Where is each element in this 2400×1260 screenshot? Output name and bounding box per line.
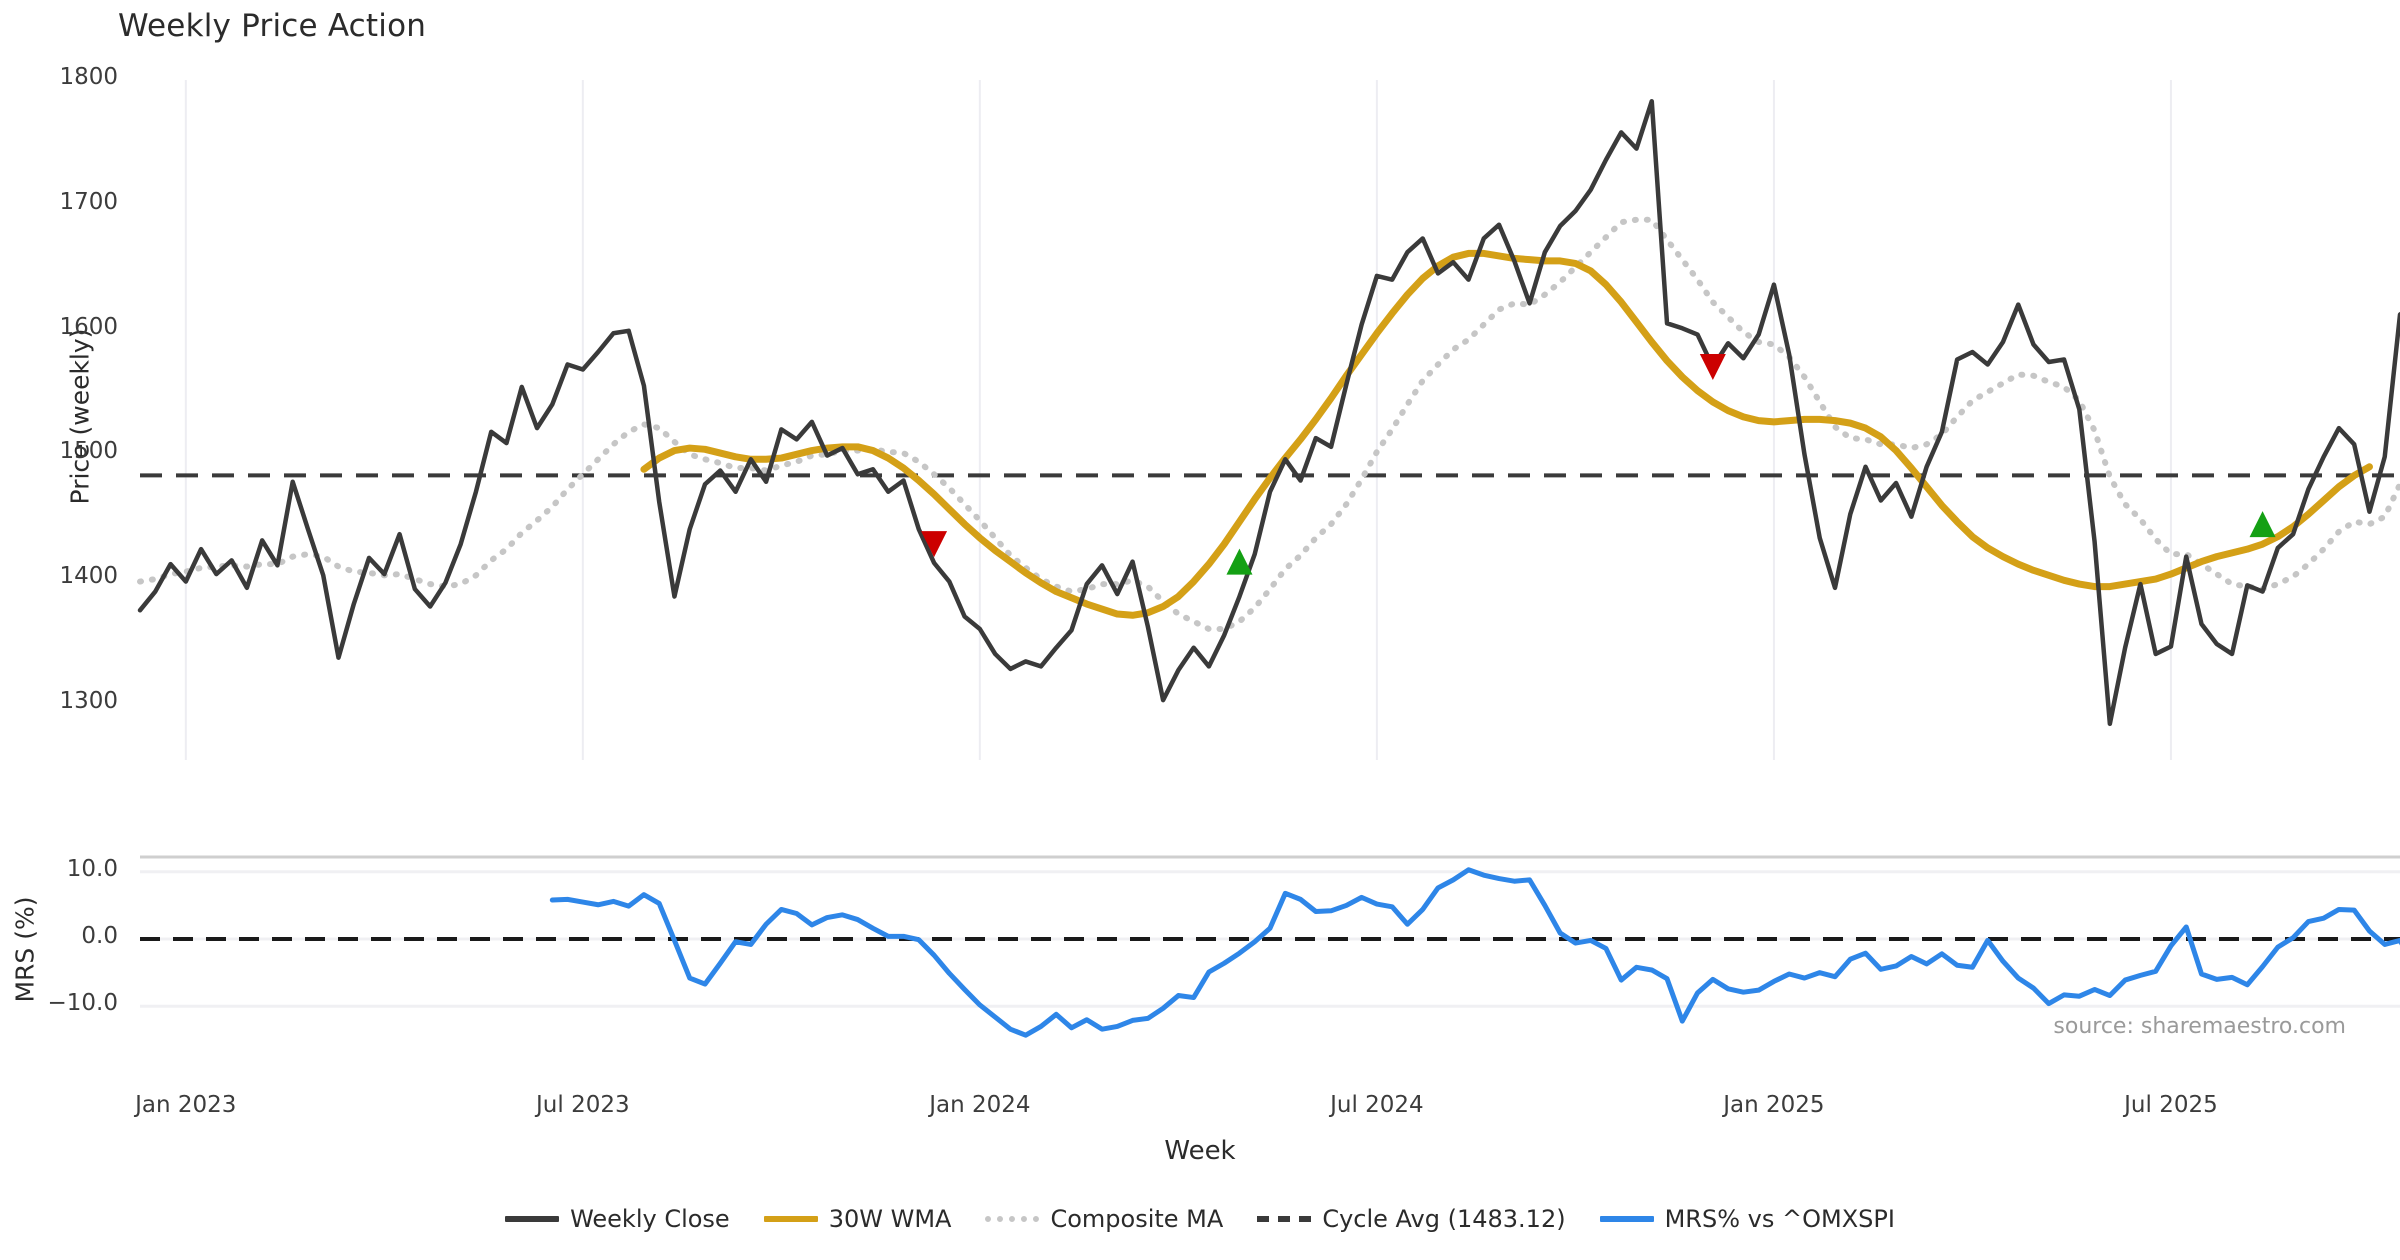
- mrs-y-tick: 0.0: [81, 923, 118, 950]
- price-series-weekly-close: [137, 98, 2400, 727]
- x-tick: Jul 2024: [1330, 1092, 1424, 1118]
- price-y-tick: 1700: [59, 188, 118, 215]
- mrs-plot-area: [140, 855, 2400, 1050]
- legend-item-mrs-pct[interactable]: MRS% vs ^OMXSPI: [1599, 1205, 1895, 1233]
- x-tick: Jan 2023: [135, 1092, 237, 1118]
- price-y-tick: 1300: [59, 687, 118, 714]
- legend-item-weekly-close[interactable]: Weekly Close: [505, 1205, 730, 1233]
- price-y-tick: 1800: [59, 64, 118, 90]
- legend-swatch-weekly-close: [505, 1216, 560, 1222]
- price-series-30w-wma: [640, 249, 2373, 619]
- buy-signal-marker-3[interactable]: [2249, 511, 2276, 538]
- legend-swatch-wma-30w: [763, 1216, 818, 1222]
- mrs-y-tick: −10.0: [47, 990, 118, 1017]
- price-plot-svg: [137, 80, 2400, 760]
- legend-swatch-composite-ma: [985, 1216, 1040, 1222]
- x-tick: Jul 2025: [2124, 1092, 2218, 1118]
- price-series-composite-ma: [137, 216, 2400, 632]
- legend-label-mrs-pct: MRS% vs ^OMXSPI: [1664, 1205, 1895, 1233]
- legend-label-composite-ma: Composite MA: [1050, 1205, 1224, 1233]
- price-y-tick: 1400: [59, 563, 118, 590]
- mrs-plot-svg: [140, 855, 2400, 1038]
- chart-legend: Weekly Close 30W WMA Composite MA Cycle Avg…: [0, 1205, 2400, 1233]
- price-y-tick: 1600: [59, 313, 118, 340]
- x-tick: Jan 2025: [1723, 1092, 1825, 1118]
- legend-item-composite-ma[interactable]: Composite MA: [985, 1205, 1223, 1233]
- buy-signal-marker-1[interactable]: [1226, 548, 1253, 575]
- mrs-series-line: [549, 867, 2400, 1038]
- legend-item-cycle-avg[interactable]: Cycle Avg (1483.12): [1257, 1205, 1566, 1233]
- legend-swatch-mrs-pct: [1599, 1216, 1654, 1222]
- x-tick: Jan 2024: [929, 1092, 1031, 1118]
- legend-swatch-cycle-avg: [1257, 1216, 1312, 1222]
- source-watermark: source: sharemaestro.com: [2053, 1014, 2346, 1039]
- mrs-y-tick: 10.0: [66, 855, 118, 882]
- legend-item-wma-30w[interactable]: 30W WMA: [763, 1205, 952, 1233]
- x-axis-label: Week: [1164, 1136, 1236, 1166]
- legend-label-weekly-close: Weekly Close: [570, 1205, 730, 1233]
- legend-label-cycle-avg: Cycle Avg (1483.12): [1322, 1205, 1566, 1233]
- chart-title: Weekly Price Action: [118, 8, 427, 44]
- price-plot-area: [137, 80, 2400, 760]
- x-tick: Jul 2023: [536, 1092, 630, 1118]
- legend-label-wma-30w: 30W WMA: [828, 1205, 952, 1233]
- price-y-tick: 1500: [59, 438, 118, 465]
- sell-signal-marker-0[interactable]: [921, 531, 948, 558]
- sell-signal-marker-2[interactable]: [1699, 353, 1726, 380]
- mrs-axis-label: MRS (%): [10, 895, 40, 1003]
